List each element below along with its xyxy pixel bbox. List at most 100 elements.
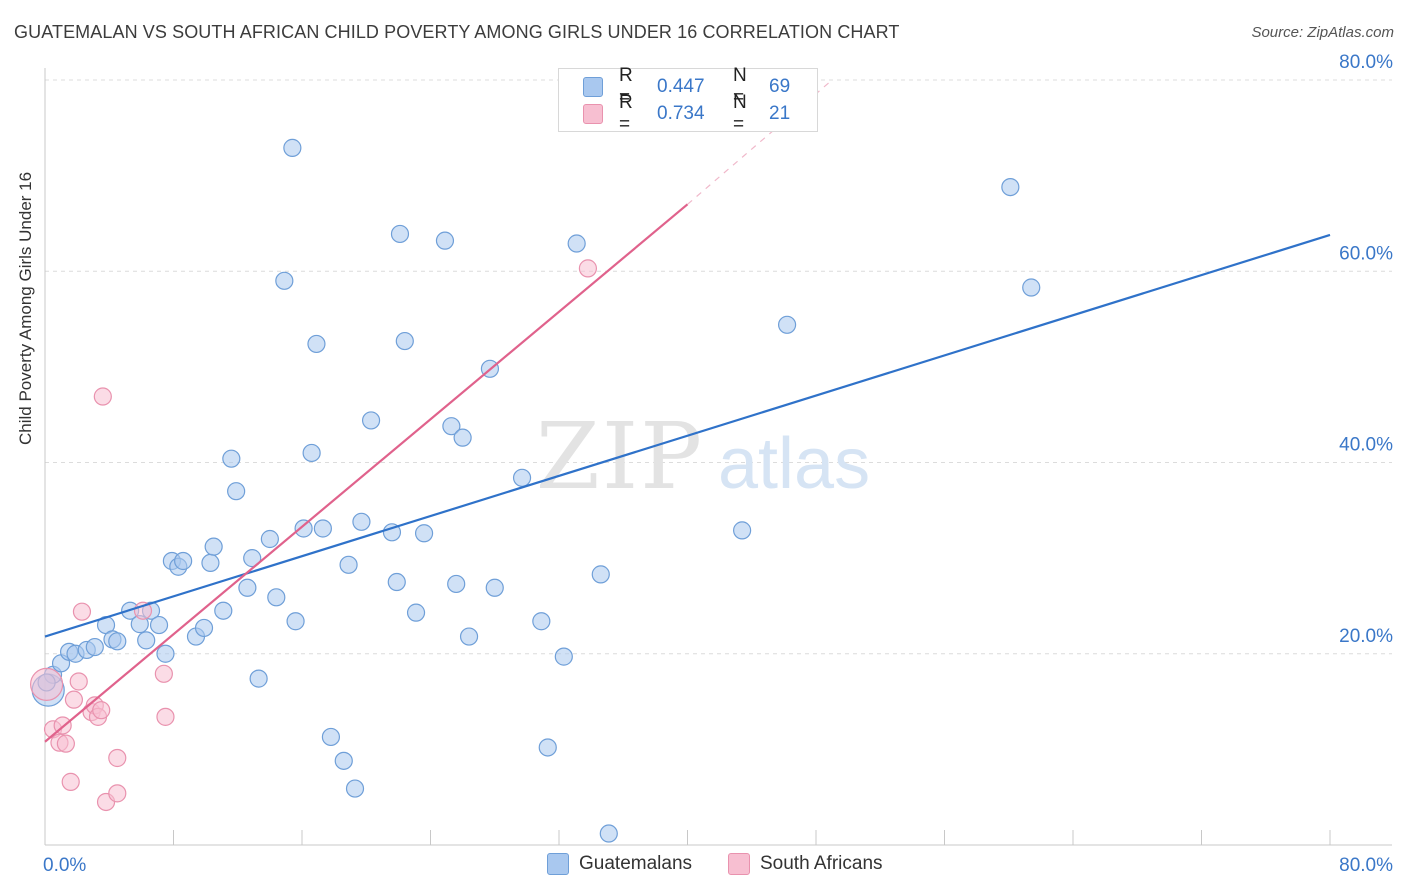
data-point <box>321 727 341 747</box>
legend-n-label: N = <box>733 65 747 108</box>
legend-r-label: R = <box>619 65 633 108</box>
data-point <box>30 667 64 701</box>
data-point <box>512 468 532 487</box>
data-point <box>406 603 426 622</box>
y-tick-label: 20.0% <box>1339 626 1393 647</box>
data-point <box>227 482 246 501</box>
data-point <box>1022 278 1041 297</box>
data-point <box>174 551 193 571</box>
data-point <box>286 612 305 631</box>
data-point <box>214 601 233 620</box>
data-point <box>435 231 455 250</box>
data-point <box>777 315 797 334</box>
legend-r-label: R = <box>619 92 633 135</box>
data-point <box>387 572 406 592</box>
data-point <box>260 529 279 549</box>
data-point <box>294 519 313 538</box>
data-point <box>267 588 286 607</box>
data-point <box>538 738 557 757</box>
legend-item-south-africans: South Africans <box>728 852 883 876</box>
y-tick-label: 60.0% <box>1339 243 1393 264</box>
data-point <box>447 574 466 594</box>
legend-label-guatemalans: Guatemalans <box>579 853 693 874</box>
data-point <box>92 701 111 720</box>
data-point <box>222 449 241 468</box>
data-point <box>442 417 461 436</box>
data-point <box>352 512 371 531</box>
data-point <box>72 602 92 621</box>
y-tick-label: 80.0% <box>1339 52 1393 73</box>
data-point <box>156 644 175 663</box>
legend-n-label: N = <box>733 92 747 135</box>
legend-label-south-africans: South Africans <box>760 853 883 874</box>
axes <box>44 68 1392 846</box>
watermark: ZIP atlas <box>536 403 870 510</box>
data-point <box>61 772 80 791</box>
data-point <box>532 612 551 631</box>
series-south-africans <box>30 259 598 812</box>
legend-r-value: 0.734 <box>657 103 705 124</box>
data-point <box>56 734 75 753</box>
data-point <box>108 784 127 803</box>
data-point <box>334 751 353 770</box>
data-point <box>302 443 321 463</box>
data-point <box>345 779 365 798</box>
trend-line-guatemalans <box>44 233 1331 638</box>
data-point <box>599 824 618 843</box>
stats-legend: R = 0.447 N = 69 R = 0.734 N = 21 <box>558 65 818 135</box>
x-tick-label: 80.0% <box>1339 855 1393 876</box>
data-point <box>554 647 573 666</box>
data-point <box>414 524 434 543</box>
data-point <box>339 555 358 574</box>
data-point <box>243 549 262 568</box>
data-point <box>108 748 127 768</box>
data-point <box>283 138 302 157</box>
data-point <box>154 664 173 683</box>
data-point <box>204 537 223 556</box>
chart-title: GUATEMALAN VS SOUTH AFRICAN CHILD POVERT… <box>14 22 900 42</box>
watermark-atlas: atlas <box>718 424 870 504</box>
data-point <box>108 632 127 651</box>
data-point <box>485 578 504 597</box>
trend-line-south-africans <box>44 203 689 743</box>
legend-swatch-blue <box>547 853 569 875</box>
data-point <box>275 271 294 290</box>
data-point <box>453 428 472 447</box>
data-point <box>1001 178 1020 197</box>
data-point <box>64 690 84 709</box>
data-point <box>361 411 381 430</box>
grid-lines <box>45 79 1392 655</box>
legend-item-guatemalans: Guatemalans <box>547 852 692 876</box>
data-point <box>249 669 268 688</box>
data-point <box>459 627 479 646</box>
data-point <box>307 334 326 354</box>
data-point <box>201 553 220 573</box>
data-point <box>137 631 156 650</box>
data-point <box>85 637 104 657</box>
legend-swatch-pink <box>583 104 603 124</box>
legend-n-value: 69 <box>769 76 791 97</box>
tick-labels: 80.0% 60.0% 40.0% 20.0% 0.0% 80.0% <box>43 52 1393 876</box>
legend-swatch-blue <box>583 77 603 97</box>
data-point <box>149 615 169 635</box>
legend-swatch-pink <box>728 853 750 875</box>
legend-n-value: 21 <box>769 103 791 124</box>
x-tick-label: 0.0% <box>43 855 86 876</box>
data-point <box>69 672 88 691</box>
data-point <box>194 618 214 638</box>
data-point <box>567 234 586 253</box>
data-point <box>93 387 112 406</box>
data-point <box>382 523 402 542</box>
data-point <box>390 224 410 244</box>
data-point <box>156 707 175 726</box>
data-point <box>395 331 414 351</box>
y-tick-label: 40.0% <box>1339 435 1393 456</box>
data-point <box>591 565 610 584</box>
data-point <box>313 519 332 538</box>
data-point <box>238 578 257 597</box>
y-axis-label: Child Poverty Among Girls Under 16 <box>16 171 35 445</box>
data-point <box>733 521 752 540</box>
source-label: Source: ZipAtlas.com <box>1251 24 1394 41</box>
legend-r-value: 0.447 <box>657 76 705 97</box>
